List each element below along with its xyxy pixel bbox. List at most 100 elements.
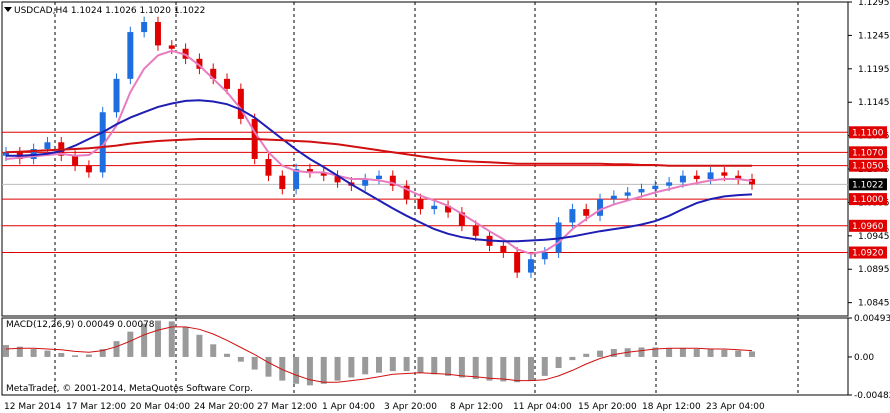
y-tick-label: 1.0945 <box>858 232 890 242</box>
level-label-bg <box>849 193 887 206</box>
x-tick-label: 17 Mar 12:00 <box>66 402 126 412</box>
candle-body <box>44 142 51 149</box>
macd-bar <box>417 356 424 373</box>
macd-bar <box>99 349 106 357</box>
candle-body <box>500 245 507 253</box>
macd-y-tick-label: 0.00 <box>854 353 874 363</box>
macd-bar <box>251 356 258 370</box>
macd-bar <box>85 354 92 357</box>
candle-body <box>30 148 37 159</box>
macd-bar <box>376 356 382 373</box>
candle-body <box>168 45 175 49</box>
macd-bar <box>306 356 313 386</box>
candle-body <box>85 165 92 173</box>
macd-bar <box>749 351 755 357</box>
macd-bar <box>721 349 728 357</box>
macd-bar <box>638 347 645 357</box>
macd-bar <box>597 350 604 357</box>
macd-bar <box>44 350 51 357</box>
x-tick-label: 15 Apr 20:00 <box>578 402 637 412</box>
level-label: 1.1100 <box>852 128 884 138</box>
ma-fast-line <box>5 49 753 255</box>
candle-body <box>141 22 148 33</box>
macd-bar <box>403 356 410 372</box>
macd-bar <box>141 323 148 357</box>
candle-body <box>445 205 452 213</box>
candle-body <box>265 159 272 176</box>
macd-bar <box>210 344 217 357</box>
candle-body <box>99 112 106 173</box>
chart-title: USDCAD,H4 1.1024 1.1026 1.1020 1.1022 <box>14 6 205 16</box>
candle-body <box>362 179 369 186</box>
macd-bar <box>293 356 300 384</box>
macd-bar <box>707 349 714 357</box>
level-label-bg <box>849 219 887 232</box>
macd-bar <box>693 349 700 357</box>
macd-bar <box>486 356 493 381</box>
candle-body <box>652 185 659 190</box>
macd-bar <box>113 341 120 357</box>
candle-body <box>541 252 548 260</box>
macd-bar <box>362 356 369 375</box>
candle-body <box>306 169 313 173</box>
candle-body <box>320 172 327 176</box>
macd-bar <box>666 348 673 357</box>
level-label-bg <box>849 126 887 139</box>
macd-bar <box>610 349 617 357</box>
y-tick-label: 1.0895 <box>858 265 890 275</box>
candle-body <box>196 58 203 69</box>
macd-bar <box>527 356 534 381</box>
macd-bar <box>348 356 355 378</box>
x-tick-label: 23 Apr 04:00 <box>706 402 765 412</box>
candle-body <box>721 172 728 176</box>
symbol-dropdown-icon[interactable] <box>4 7 12 12</box>
macd-bar <box>58 352 65 357</box>
price-axis: 1.12951.12451.11951.11451.10951.10451.09… <box>848 0 890 401</box>
macd-bar <box>265 356 272 377</box>
y-tick-label: 1.1245 <box>858 31 890 41</box>
candle-body <box>431 205 438 210</box>
macd-bar <box>652 347 659 357</box>
candle-body <box>666 182 673 186</box>
candle-body <box>583 209 590 216</box>
current-price-label: 1.1022 <box>852 180 884 190</box>
macd-bar <box>16 346 23 357</box>
candle-body <box>735 175 742 180</box>
macd-bar <box>541 356 548 376</box>
macd-bar <box>679 348 686 357</box>
y-tick-label: 1.1145 <box>858 98 890 108</box>
candle-body <box>624 192 631 196</box>
macd-bar <box>735 350 742 357</box>
candle-body <box>3 152 9 156</box>
candle-body <box>679 175 686 183</box>
level-label-bg <box>849 246 887 259</box>
macd-bar <box>458 356 465 378</box>
macd-bar <box>168 321 175 357</box>
candle-body <box>472 225 479 236</box>
time-axis: 12 Mar 2014 17 Mar 12:00 20 Mar 04:00 24 Ma… <box>4 402 765 412</box>
x-tick-label: 27 Mar 12:00 <box>257 402 317 412</box>
candle-body <box>237 88 244 119</box>
candle-body <box>527 259 534 273</box>
macd-bar <box>154 320 161 357</box>
candle-body <box>293 169 300 190</box>
x-tick-label: 20 Mar 04:00 <box>130 402 190 412</box>
macd-bar <box>472 356 479 380</box>
candle-body <box>127 32 134 79</box>
macd-bar <box>569 356 576 361</box>
candle-body <box>389 175 396 186</box>
macd-bar <box>72 355 79 357</box>
candle-body <box>693 175 700 180</box>
candle-body <box>154 22 161 46</box>
level-label: 1.0920 <box>852 249 884 259</box>
x-tick-label: 12 Mar 2014 <box>4 402 61 412</box>
level-label: 1.1070 <box>852 148 884 158</box>
candle-body <box>638 189 645 193</box>
current-price-bg <box>849 178 887 191</box>
macd-bar <box>224 353 231 357</box>
x-tick-label: 8 Apr 12:00 <box>450 402 503 412</box>
candle-body <box>279 175 286 190</box>
candle-body <box>458 212 465 226</box>
candle-body <box>597 199 604 216</box>
